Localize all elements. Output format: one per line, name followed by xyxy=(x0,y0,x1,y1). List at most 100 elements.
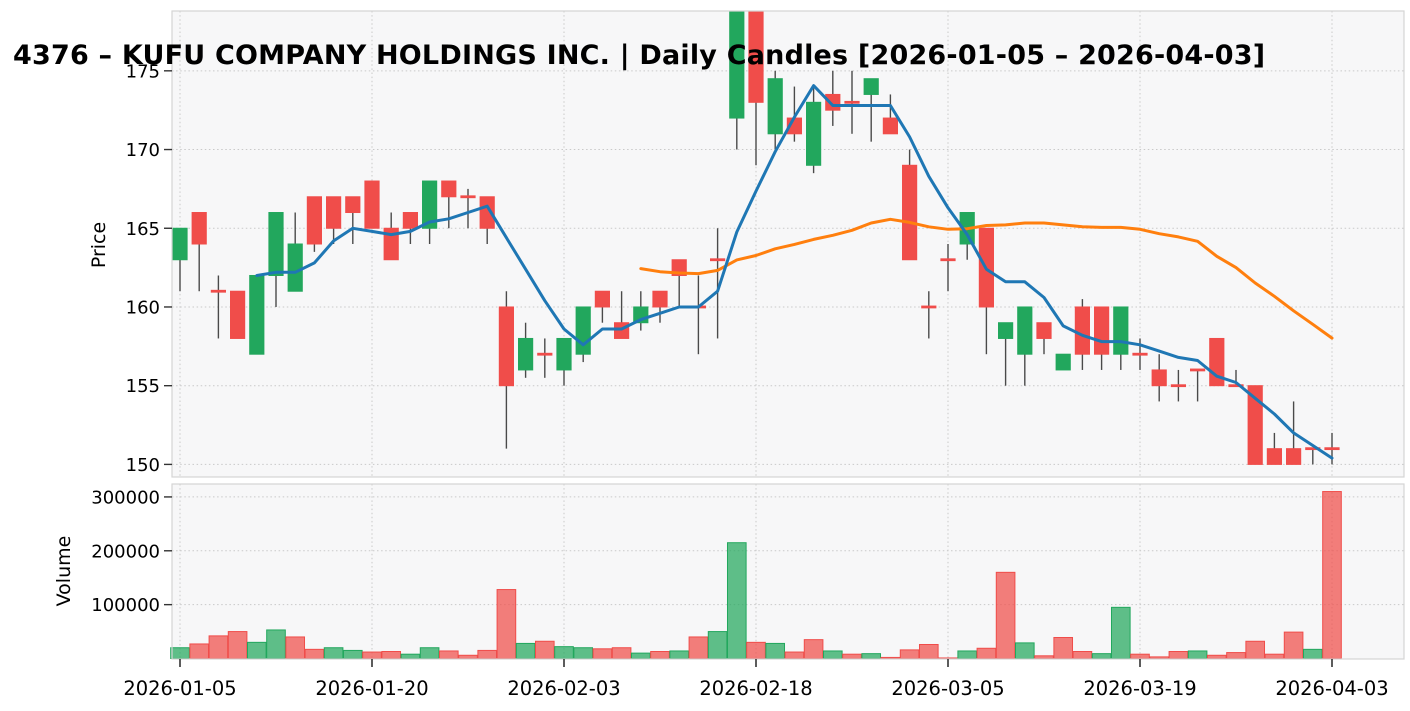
candle xyxy=(1286,448,1302,465)
price-tick-label: 160 xyxy=(126,297,160,318)
candle xyxy=(249,274,265,355)
candle xyxy=(652,290,668,308)
volume-bar xyxy=(880,656,901,660)
candle xyxy=(364,180,380,229)
volume-bar xyxy=(688,636,709,659)
volume-bar xyxy=(170,647,190,659)
candle xyxy=(460,195,476,199)
candle xyxy=(191,212,207,245)
candle xyxy=(863,78,879,95)
candle xyxy=(806,101,822,166)
volume-bar xyxy=(573,647,594,659)
volume-bar xyxy=(707,631,728,659)
volume-bar xyxy=(611,647,632,659)
volume-bar xyxy=(1053,636,1074,659)
panel-spines xyxy=(171,10,1405,660)
candle xyxy=(594,290,610,308)
ma5-line xyxy=(255,84,1334,460)
candle xyxy=(479,196,495,229)
candle xyxy=(306,196,322,245)
volume-bar xyxy=(227,631,248,659)
candle xyxy=(844,100,860,104)
price-axis-label: Price xyxy=(88,221,110,269)
candle xyxy=(383,227,399,261)
ma5-line-group xyxy=(255,84,1334,460)
volume-panel xyxy=(172,484,1404,659)
candle xyxy=(1132,352,1148,356)
volume-bar xyxy=(1149,656,1170,660)
volume-panel-border xyxy=(171,483,1405,660)
candle xyxy=(230,290,246,339)
panel-backgrounds xyxy=(172,11,1404,659)
volume-bar xyxy=(1130,653,1150,659)
candle xyxy=(402,212,418,229)
candle xyxy=(518,337,534,371)
volume-bar xyxy=(592,648,613,659)
volume-bar xyxy=(246,641,267,659)
date-tick-label: 2026-02-03 xyxy=(507,677,620,700)
volume-bar xyxy=(1091,653,1112,659)
volume-bar xyxy=(1302,648,1323,659)
volume-bar xyxy=(1072,650,1093,660)
price-tick-label: 155 xyxy=(126,376,160,397)
volume-bar xyxy=(976,647,997,659)
price-panel xyxy=(172,11,1404,477)
price-tick-label: 150 xyxy=(126,455,160,476)
volume-bar xyxy=(362,651,382,660)
candle xyxy=(767,78,783,135)
volume-bar xyxy=(438,650,459,660)
volume-bar xyxy=(1034,655,1054,660)
volume-axis-label: Volume xyxy=(53,535,75,607)
price-tick-label: 165 xyxy=(126,219,160,240)
volume-bar xyxy=(765,642,786,659)
volume-bar xyxy=(918,643,939,659)
candle xyxy=(940,258,956,262)
volume-bar xyxy=(458,654,478,659)
ma25-line xyxy=(639,217,1334,340)
volume-bar xyxy=(669,650,690,660)
volume-bar xyxy=(630,652,651,659)
candle xyxy=(1228,384,1244,388)
volume-bar xyxy=(515,642,536,659)
candle xyxy=(441,180,457,198)
candle xyxy=(210,289,227,293)
volume-bar xyxy=(554,646,574,660)
volume-bar xyxy=(266,629,286,660)
candle xyxy=(1113,306,1129,355)
candle xyxy=(326,196,342,229)
volume-bar xyxy=(1168,650,1189,660)
volume-bar xyxy=(477,649,498,660)
candle xyxy=(921,305,937,309)
candle xyxy=(422,180,438,229)
volume-bar xyxy=(323,647,344,659)
candle xyxy=(1190,368,1206,372)
volume-bar xyxy=(1014,642,1035,659)
date-tick-label: 2026-01-20 xyxy=(315,677,428,700)
volume-bar xyxy=(400,653,421,659)
candle xyxy=(1055,353,1071,371)
volume-bar xyxy=(381,650,402,660)
volume-bar xyxy=(285,636,306,659)
date-tick-label: 2026-02-18 xyxy=(699,677,812,700)
candle xyxy=(1017,306,1033,355)
candle xyxy=(287,243,303,292)
volume-series xyxy=(170,491,1342,660)
candle xyxy=(1151,369,1167,387)
volume-tick-label: 100000 xyxy=(91,595,160,616)
candle xyxy=(1170,384,1187,388)
candle xyxy=(1094,306,1110,355)
date-tick-label: 2026-03-19 xyxy=(1083,677,1196,700)
candle xyxy=(1247,385,1263,465)
volume-bar xyxy=(746,641,766,659)
volume-bar xyxy=(995,571,1016,659)
volume-bar xyxy=(1322,491,1342,659)
price-tick-label: 175 xyxy=(126,61,160,82)
volume-bar xyxy=(534,640,555,660)
volume-bar xyxy=(1226,652,1246,660)
candle xyxy=(556,337,572,371)
axis-ticks: 150 155 160 165 170 175 100000 200000 300000 2026… xyxy=(91,61,1388,700)
volume-bar xyxy=(496,589,517,659)
price-panel-border xyxy=(171,10,1405,478)
volume-bar xyxy=(304,648,325,659)
